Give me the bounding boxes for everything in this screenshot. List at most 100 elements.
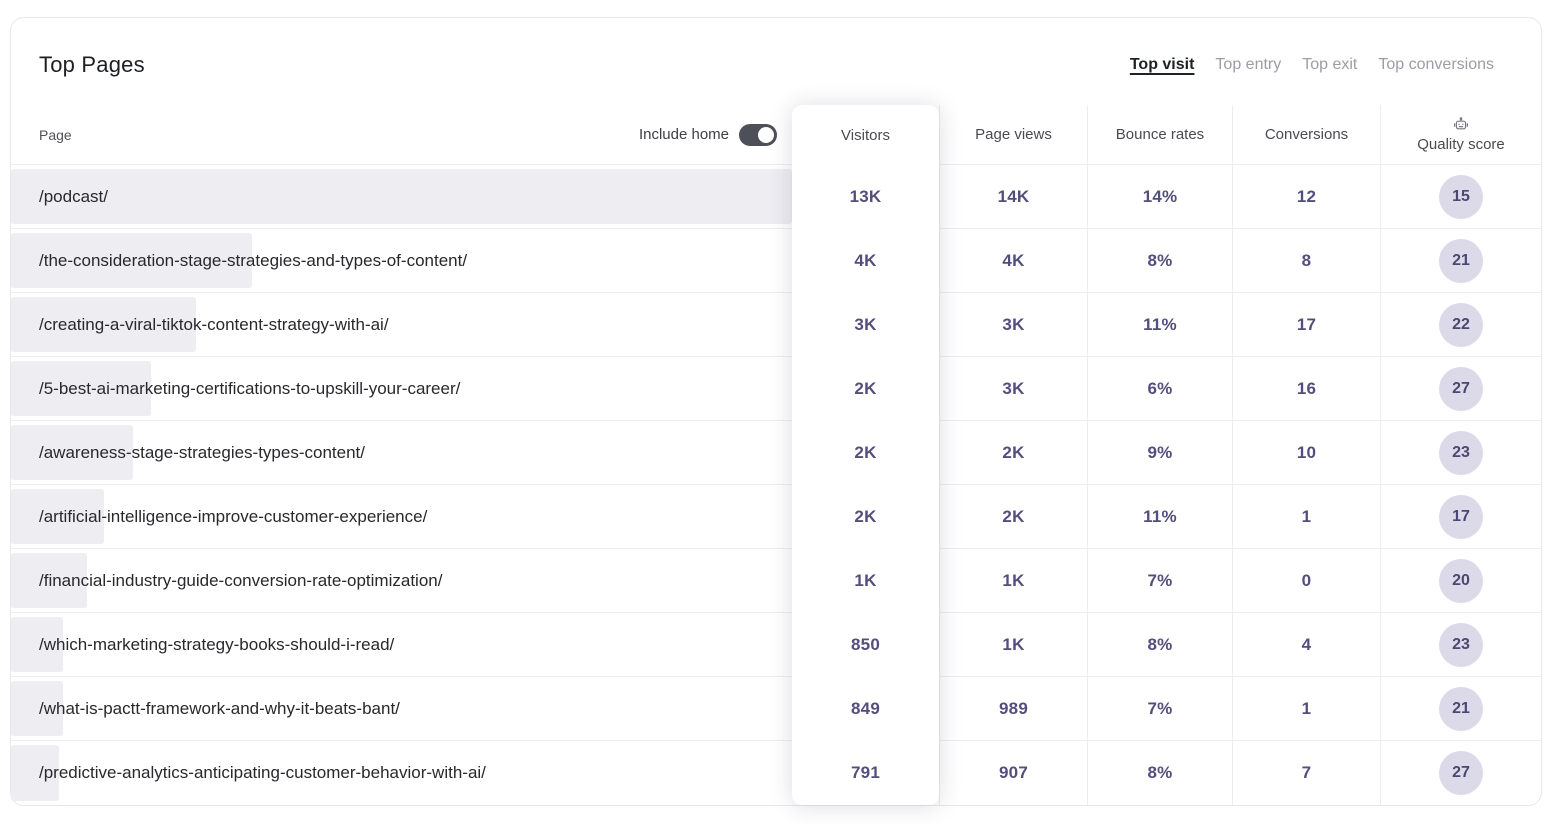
include-home-toggle[interactable] bbox=[739, 123, 777, 146]
page-cell: /financial-industry-guide-conversion-rat… bbox=[11, 549, 792, 612]
quality-score-column-header: Quality score bbox=[1380, 105, 1541, 164]
quality-score-cell: 20 bbox=[1380, 549, 1541, 612]
visitors-value: 4K bbox=[854, 251, 877, 270]
visitors-value: 849 bbox=[851, 699, 880, 718]
tab[interactable]: Top entry bbox=[1215, 55, 1282, 73]
visitors-column-header: Visitors bbox=[841, 126, 890, 144]
quality-score-cell: 23 bbox=[1380, 613, 1541, 676]
page-path: /what-is-pactt-framework-and-why-it-beat… bbox=[39, 698, 400, 718]
visitors-proportion-bar bbox=[11, 425, 133, 480]
tab[interactable]: Top visit bbox=[1129, 55, 1195, 73]
bounce-rate-cell: 7% bbox=[1087, 677, 1232, 740]
bounce-rate-value: 11% bbox=[1143, 506, 1177, 526]
conversions-cell: 16 bbox=[1232, 357, 1380, 420]
table-row[interactable]: /artificial-intelligence-improve-custome… bbox=[11, 485, 1541, 549]
card-header: Top Pages Top visit Top entry Top exit T… bbox=[11, 18, 1541, 105]
page-views-value: 4K bbox=[1002, 250, 1025, 270]
visitors-proportion-bar bbox=[11, 553, 87, 608]
tab-bar: Top visit Top entry Top exit Top convers… bbox=[1130, 56, 1494, 74]
top-pages-card: Top Pages Top visit Top entry Top exit T… bbox=[10, 17, 1542, 806]
robot-icon bbox=[1454, 116, 1468, 129]
page-path: /the-consideration-stage-strategies-and-… bbox=[39, 250, 468, 270]
table-row[interactable]: /awareness-stage-strategies-types-conten… bbox=[11, 421, 1541, 485]
page-views-cell: 14K bbox=[939, 165, 1087, 228]
visitors-value: 850 bbox=[851, 635, 880, 654]
page-views-column-header: Page views bbox=[939, 105, 1087, 164]
page-views-cell: 2K bbox=[939, 421, 1087, 484]
page-path: /5-best-ai-marketing-certifications-to-u… bbox=[39, 378, 461, 398]
visitors-value: 2K bbox=[854, 507, 877, 526]
visitors-value-cell: 850 bbox=[792, 613, 939, 677]
table-row[interactable]: /5-best-ai-marketing-certifications-to-u… bbox=[11, 357, 1541, 421]
table-row[interactable]: /podcast/ 14K 14% 12 15 bbox=[11, 165, 1541, 229]
quality-score-badge: 17 bbox=[1439, 494, 1483, 539]
conversions-cell: 1 bbox=[1232, 677, 1380, 740]
visitors-value: 1K bbox=[854, 571, 877, 590]
visitors-value-cell: 791 bbox=[792, 741, 939, 805]
conversions-header-label: Conversions bbox=[1264, 126, 1349, 143]
bounce-rate-value: 8% bbox=[1147, 634, 1173, 654]
bounce-rate-value: 7% bbox=[1147, 698, 1173, 718]
page-views-value: 3K bbox=[1002, 378, 1025, 398]
quality-score-cell: 17 bbox=[1380, 485, 1541, 548]
page-views-value: 14K bbox=[997, 186, 1030, 206]
bounce-rate-value: 11% bbox=[1143, 314, 1177, 334]
table-row[interactable]: /what-is-pactt-framework-and-why-it-beat… bbox=[11, 677, 1541, 741]
page-path: /creating-a-viral-tiktok-content-strateg… bbox=[39, 314, 389, 334]
table-row[interactable]: /financial-industry-guide-conversion-rat… bbox=[11, 549, 1541, 613]
visitors-proportion-bar bbox=[11, 489, 104, 544]
table-row[interactable]: /the-consideration-stage-strategies-and-… bbox=[11, 229, 1541, 293]
tab[interactable]: Top conversions bbox=[1378, 55, 1494, 73]
page-views-cell: 1K bbox=[939, 613, 1087, 676]
conversions-column-header: Conversions bbox=[1232, 105, 1380, 164]
bounce-rate-cell: 8% bbox=[1087, 229, 1232, 292]
page-path: /predictive-analytics-anticipating-custo… bbox=[39, 763, 486, 782]
conversions-value: 17 bbox=[1296, 314, 1317, 334]
page-views-cell: 2K bbox=[939, 485, 1087, 548]
page-views-value: 1K bbox=[1002, 570, 1025, 590]
tab[interactable]: Top exit bbox=[1302, 55, 1358, 73]
quality-score-cell: 21 bbox=[1380, 677, 1541, 740]
conversions-cell: 8 bbox=[1232, 229, 1380, 292]
toggle-knob bbox=[758, 126, 774, 143]
quality-score-badge: 20 bbox=[1439, 558, 1483, 603]
table-row[interactable]: /predictive-analytics-anticipating-custo… bbox=[11, 741, 1541, 805]
page-path: /artificial-intelligence-improve-custome… bbox=[39, 506, 428, 526]
table-row[interactable]: /creating-a-viral-tiktok-content-strateg… bbox=[11, 293, 1541, 357]
visitors-value: 13K bbox=[849, 187, 882, 206]
conversions-value: 8 bbox=[1301, 250, 1312, 270]
quality-score-badge: 15 bbox=[1439, 174, 1483, 219]
table-row[interactable]: /which-marketing-strategy-books-should-i… bbox=[11, 613, 1541, 677]
quality-score-badge: 27 bbox=[1439, 751, 1483, 795]
bounce-rate-value: 7% bbox=[1147, 570, 1173, 590]
quality-score-cell: 21 bbox=[1380, 229, 1541, 292]
conversions-value: 1 bbox=[1301, 698, 1312, 718]
conversions-value: 0 bbox=[1301, 570, 1312, 590]
page-path: /podcast/ bbox=[39, 186, 108, 206]
visitors-value-cell: 2K bbox=[792, 485, 939, 549]
conversions-value: 16 bbox=[1296, 378, 1317, 398]
visitors-proportion-bar bbox=[11, 233, 252, 288]
page-path: /financial-industry-guide-conversion-rat… bbox=[39, 570, 443, 590]
quality-score-badge: 23 bbox=[1439, 622, 1483, 667]
conversions-cell: 17 bbox=[1232, 293, 1380, 356]
conversions-cell: 12 bbox=[1232, 165, 1380, 228]
quality-score-badge: 22 bbox=[1439, 302, 1483, 347]
visitors-value-cell: 2K bbox=[792, 357, 939, 421]
bounce-rate-cell: 7% bbox=[1087, 549, 1232, 612]
visitors-proportion-bar bbox=[11, 745, 59, 801]
include-home-control: Include home bbox=[639, 123, 777, 146]
bounce-rate-cell: 11% bbox=[1087, 485, 1232, 548]
quality-score-cell: 27 bbox=[1380, 741, 1541, 805]
page-cell: /creating-a-viral-tiktok-content-strateg… bbox=[11, 293, 792, 356]
page-views-cell: 3K bbox=[939, 293, 1087, 356]
visitors-value-cell: 849 bbox=[792, 677, 939, 741]
quality-score-badge: 21 bbox=[1439, 238, 1483, 283]
conversions-cell: 10 bbox=[1232, 421, 1380, 484]
conversions-cell: 4 bbox=[1232, 613, 1380, 676]
conversions-value: 12 bbox=[1296, 186, 1317, 206]
bounce-rate-cell: 6% bbox=[1087, 357, 1232, 420]
page-views-cell: 4K bbox=[939, 229, 1087, 292]
bounce-rate-cell: 8% bbox=[1087, 741, 1232, 805]
page-views-cell: 3K bbox=[939, 357, 1087, 420]
